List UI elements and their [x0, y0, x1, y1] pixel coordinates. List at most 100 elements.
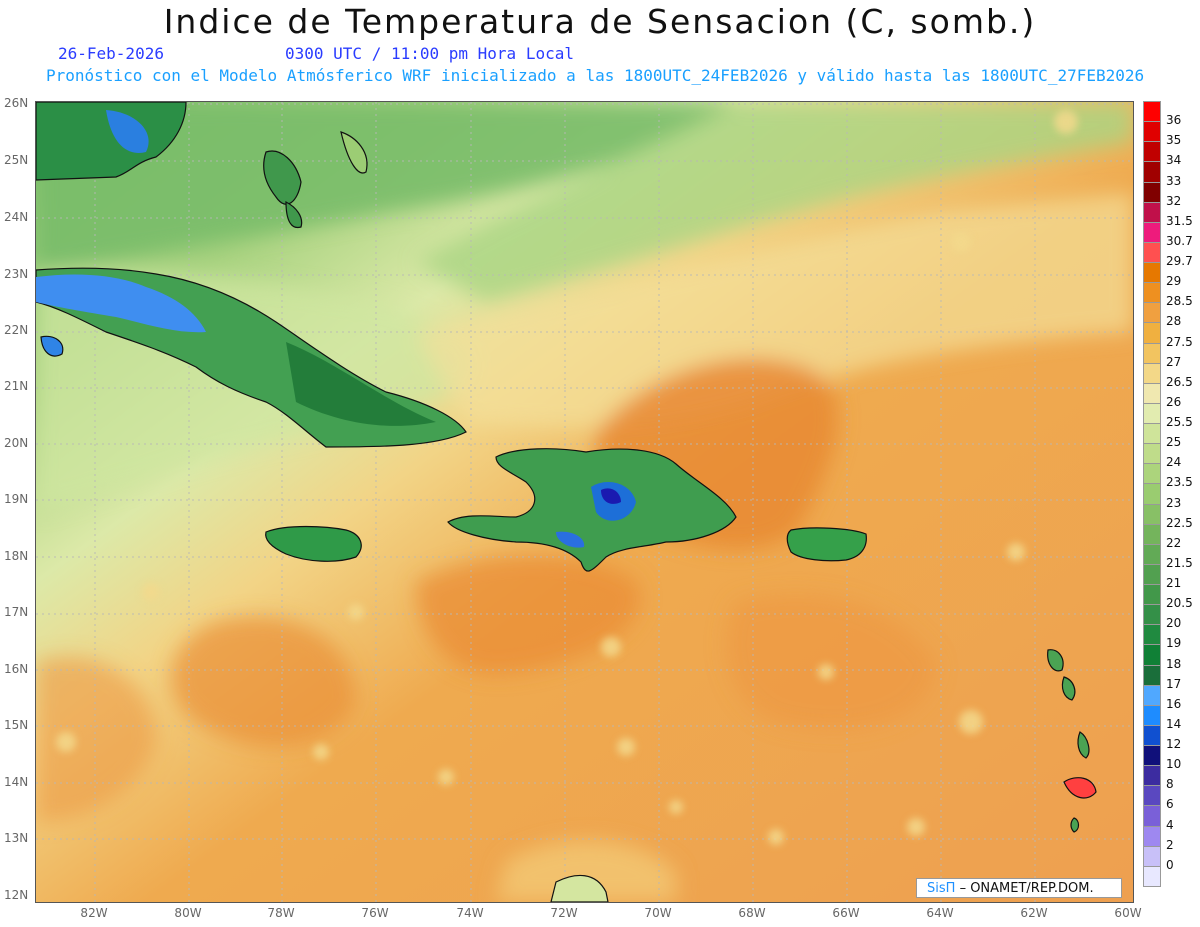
colorbar-swatch — [1143, 865, 1161, 887]
colorbar-swatch — [1143, 483, 1161, 505]
colorbar — [1143, 101, 1163, 887]
lat-label: 20N — [4, 436, 29, 450]
lon-label: 66W — [832, 906, 860, 920]
colorbar-swatch — [1143, 845, 1161, 867]
forecast-map — [35, 101, 1134, 903]
lat-label: 23N — [4, 267, 29, 281]
colorbar-label: 36 — [1166, 113, 1182, 128]
lon-label: 68W — [738, 906, 766, 920]
lat-label: 21N — [4, 379, 29, 393]
lat-label: 12N — [4, 888, 29, 902]
colorbar-label: 29 — [1166, 274, 1182, 289]
colorbar-label: 17 — [1166, 676, 1182, 691]
colorbar-swatch — [1143, 503, 1161, 525]
colorbar-swatch — [1143, 584, 1161, 606]
model-info: Pronóstico con el Modelo Atmósferico WRF… — [46, 66, 1145, 85]
map-canvas — [36, 102, 1133, 902]
colorbar-swatch — [1143, 825, 1161, 847]
graticule — [36, 102, 1133, 902]
lat-label: 25N — [4, 153, 29, 167]
lat-label: 18N — [4, 549, 29, 563]
colorbar-label: 34 — [1166, 153, 1182, 168]
colorbar-swatch — [1143, 302, 1161, 324]
map-title: Indice de Temperatura de Sensacion (C, s… — [163, 2, 1037, 41]
colorbar-label: 35 — [1166, 133, 1182, 148]
lat-label: 16N — [4, 662, 29, 676]
colorbar-swatch — [1143, 221, 1161, 243]
colorbar-label: 32 — [1166, 193, 1182, 208]
colorbar-label: 27.5 — [1166, 334, 1193, 349]
colorbar-label: 6 — [1166, 797, 1174, 812]
colorbar-label: 20 — [1166, 616, 1182, 631]
colorbar-label: 28.5 — [1166, 294, 1193, 309]
organization-label: – ONAMET/REP.DOM. — [959, 881, 1094, 896]
colorbar-swatch — [1143, 181, 1161, 203]
colorbar-label: 23 — [1166, 495, 1182, 510]
colorbar-swatch — [1143, 141, 1161, 163]
colorbar-swatch — [1143, 644, 1161, 666]
lon-label: 62W — [1020, 906, 1048, 920]
colorbar-label: 26.5 — [1166, 374, 1193, 389]
colorbar-swatch — [1143, 684, 1161, 706]
colorbar-label: 16 — [1166, 696, 1182, 711]
lon-label: 70W — [644, 906, 672, 920]
colorbar-swatch — [1143, 704, 1161, 726]
colorbar-swatch — [1143, 805, 1161, 827]
colorbar-swatch — [1143, 423, 1161, 445]
valid-time: 0300 UTC / 11:00 pm Hora Local — [285, 44, 574, 63]
colorbar-swatch — [1143, 523, 1161, 545]
lat-label: 15N — [4, 718, 29, 732]
colorbar-label: 18 — [1166, 656, 1182, 671]
warm-patches — [56, 110, 1078, 845]
colorbar-swatch — [1143, 765, 1161, 787]
colorbar-label: 30.7 — [1166, 233, 1193, 248]
colorbar-swatch — [1143, 101, 1161, 123]
colorbar-label: 10 — [1166, 757, 1182, 772]
system-logo-text: SisΠ — [927, 881, 956, 896]
colorbar-label: 0 — [1166, 857, 1174, 872]
lon-label: 60W — [1114, 906, 1142, 920]
lon-label: 76W — [361, 906, 389, 920]
colorbar-swatch — [1143, 463, 1161, 485]
lat-label: 22N — [4, 323, 29, 337]
colorbar-swatch — [1143, 262, 1161, 284]
lat-label: 13N — [4, 831, 29, 845]
colorbar-label: 33 — [1166, 173, 1182, 188]
colorbar-label: 26 — [1166, 394, 1182, 409]
colorbar-swatch — [1143, 664, 1161, 686]
colorbar-swatch — [1143, 724, 1161, 747]
colorbar-label: 2 — [1166, 837, 1174, 852]
colorbar-swatch — [1143, 402, 1161, 425]
lat-label: 24N — [4, 210, 29, 224]
colorbar-label: 22 — [1166, 535, 1182, 550]
colorbar-swatch — [1143, 121, 1161, 143]
lon-label: 64W — [926, 906, 954, 920]
colorbar-label: 21 — [1166, 576, 1182, 591]
lon-label: 82W — [80, 906, 108, 920]
lat-label: 14N — [4, 775, 29, 789]
colorbar-label: 29.7 — [1166, 254, 1193, 269]
lat-label: 19N — [4, 492, 29, 506]
colorbar-swatch — [1143, 563, 1161, 586]
colorbar-label: 12 — [1166, 737, 1182, 752]
colorbar-label: 31.5 — [1166, 213, 1193, 228]
colorbar-swatch — [1143, 543, 1161, 565]
colorbar-swatch — [1143, 161, 1161, 183]
colorbar-swatch — [1143, 342, 1161, 364]
lon-label: 78W — [267, 906, 295, 920]
colorbar-swatch — [1143, 785, 1161, 807]
colorbar-label: 20.5 — [1166, 596, 1193, 611]
colorbar-label: 24 — [1166, 455, 1182, 470]
valid-date: 26-Feb-2026 — [58, 44, 164, 63]
lon-label: 80W — [174, 906, 202, 920]
colorbar-label: 4 — [1166, 817, 1174, 832]
colorbar-swatch — [1143, 443, 1161, 465]
colorbar-swatch — [1143, 362, 1161, 384]
colorbar-label: 22.5 — [1166, 515, 1193, 530]
colorbar-label: 25.5 — [1166, 415, 1193, 430]
coastlines — [36, 102, 1097, 902]
lon-label: 74W — [456, 906, 484, 920]
colorbar-label: 14 — [1166, 716, 1182, 731]
colorbar-swatch — [1143, 282, 1161, 304]
colorbar-swatch — [1143, 241, 1161, 264]
